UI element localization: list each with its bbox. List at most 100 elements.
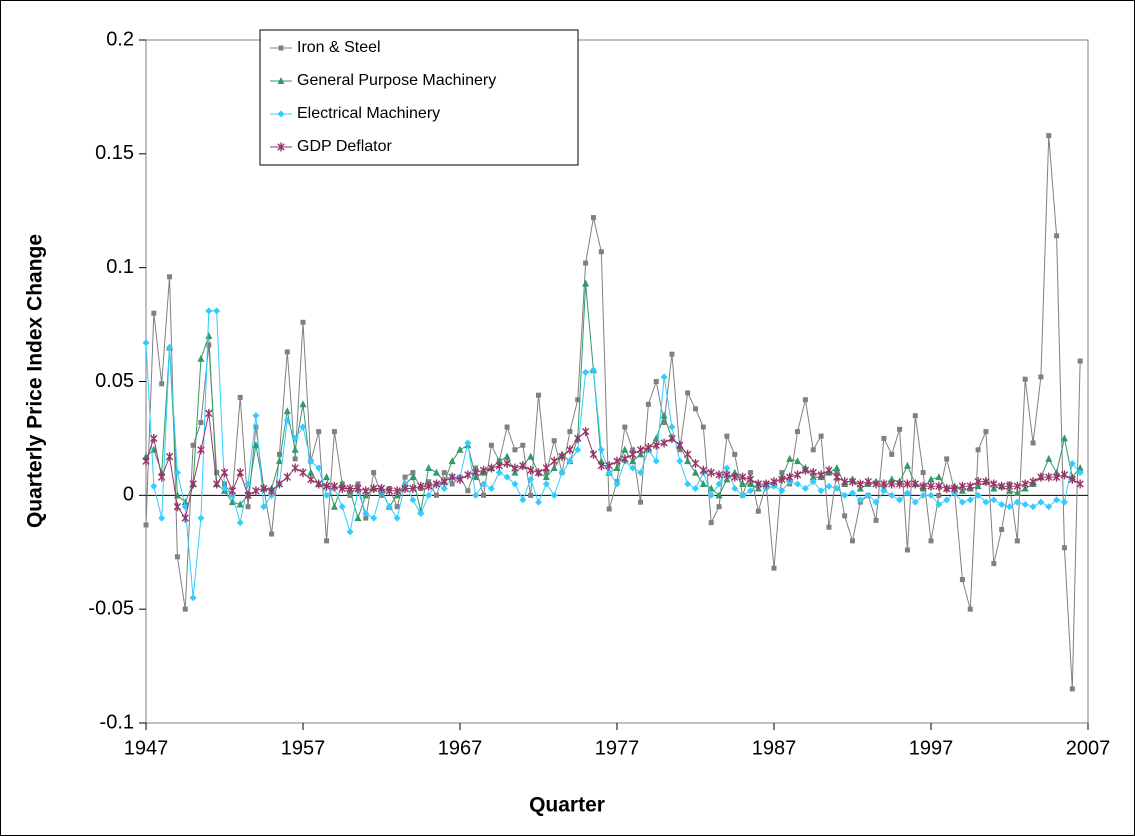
marker [385, 486, 394, 496]
marker [723, 470, 731, 480]
marker [338, 503, 346, 511]
marker [958, 498, 966, 506]
marker [244, 490, 252, 500]
marker [214, 470, 220, 476]
marker [1076, 469, 1084, 477]
marker [715, 470, 723, 480]
marker [950, 484, 959, 494]
marker [291, 445, 299, 453]
marker [652, 440, 660, 450]
marker [810, 447, 816, 453]
marker [1077, 358, 1083, 364]
marker [181, 513, 189, 523]
marker [1076, 479, 1084, 489]
marker [550, 491, 558, 499]
marker [966, 496, 974, 504]
marker [315, 464, 323, 472]
marker [409, 473, 417, 481]
marker [1045, 472, 1053, 482]
marker [479, 465, 488, 475]
marker [150, 433, 158, 443]
marker [197, 514, 205, 522]
marker [142, 452, 150, 460]
marker [417, 481, 425, 491]
marker [581, 427, 590, 437]
marker [597, 446, 605, 454]
marker [174, 554, 180, 560]
marker [441, 470, 447, 476]
marker [982, 477, 990, 487]
marker [621, 454, 629, 464]
marker [456, 474, 464, 484]
marker [284, 349, 290, 355]
marker [778, 487, 786, 495]
marker [850, 538, 855, 544]
marker [369, 484, 378, 494]
marker [1068, 474, 1076, 484]
marker [684, 480, 692, 488]
marker [322, 481, 331, 491]
marker [567, 429, 573, 435]
marker [503, 452, 511, 460]
marker [1013, 489, 1021, 497]
marker [613, 456, 621, 466]
marker [1068, 459, 1076, 467]
marker [927, 475, 935, 483]
marker [275, 457, 283, 465]
marker [550, 464, 558, 472]
x-tick-label: 1977 [595, 737, 640, 759]
marker [473, 465, 479, 471]
marker [189, 594, 197, 602]
marker [487, 463, 496, 473]
marker [542, 480, 550, 488]
marker [613, 480, 621, 488]
marker [338, 484, 346, 494]
marker [371, 470, 377, 476]
marker [212, 479, 221, 489]
marker [935, 500, 943, 508]
marker [833, 485, 841, 493]
marker [487, 485, 495, 493]
marker [668, 433, 676, 443]
marker [911, 479, 919, 489]
marker [269, 531, 275, 537]
marker [597, 461, 605, 471]
marker [685, 390, 691, 396]
marker [425, 491, 433, 499]
marker [677, 447, 683, 453]
marker [794, 480, 802, 488]
marker [465, 488, 471, 494]
marker [503, 458, 511, 468]
marker [1021, 500, 1029, 508]
marker [731, 468, 739, 476]
x-axis-title: Quarter [529, 794, 605, 817]
marker [189, 479, 197, 489]
marker [856, 479, 865, 489]
marker [440, 485, 448, 493]
marker [307, 457, 315, 465]
marker [715, 491, 723, 499]
marker [825, 482, 833, 490]
marker [159, 381, 165, 387]
marker [495, 461, 503, 471]
marker [809, 468, 817, 478]
marker [630, 447, 636, 453]
marker [802, 397, 808, 403]
marker [817, 470, 825, 480]
marker [550, 456, 558, 466]
marker [448, 472, 456, 482]
x-tick-label: 1957 [281, 737, 326, 759]
marker [582, 279, 590, 287]
marker [197, 354, 205, 362]
marker [636, 445, 645, 455]
marker [277, 110, 285, 118]
marker [220, 468, 229, 478]
x-tick-label: 1967 [438, 737, 483, 759]
marker [165, 452, 174, 462]
marker [283, 472, 291, 482]
marker [528, 492, 534, 498]
marker [173, 502, 182, 512]
marker [432, 468, 440, 476]
marker [277, 77, 285, 84]
marker [732, 451, 738, 457]
